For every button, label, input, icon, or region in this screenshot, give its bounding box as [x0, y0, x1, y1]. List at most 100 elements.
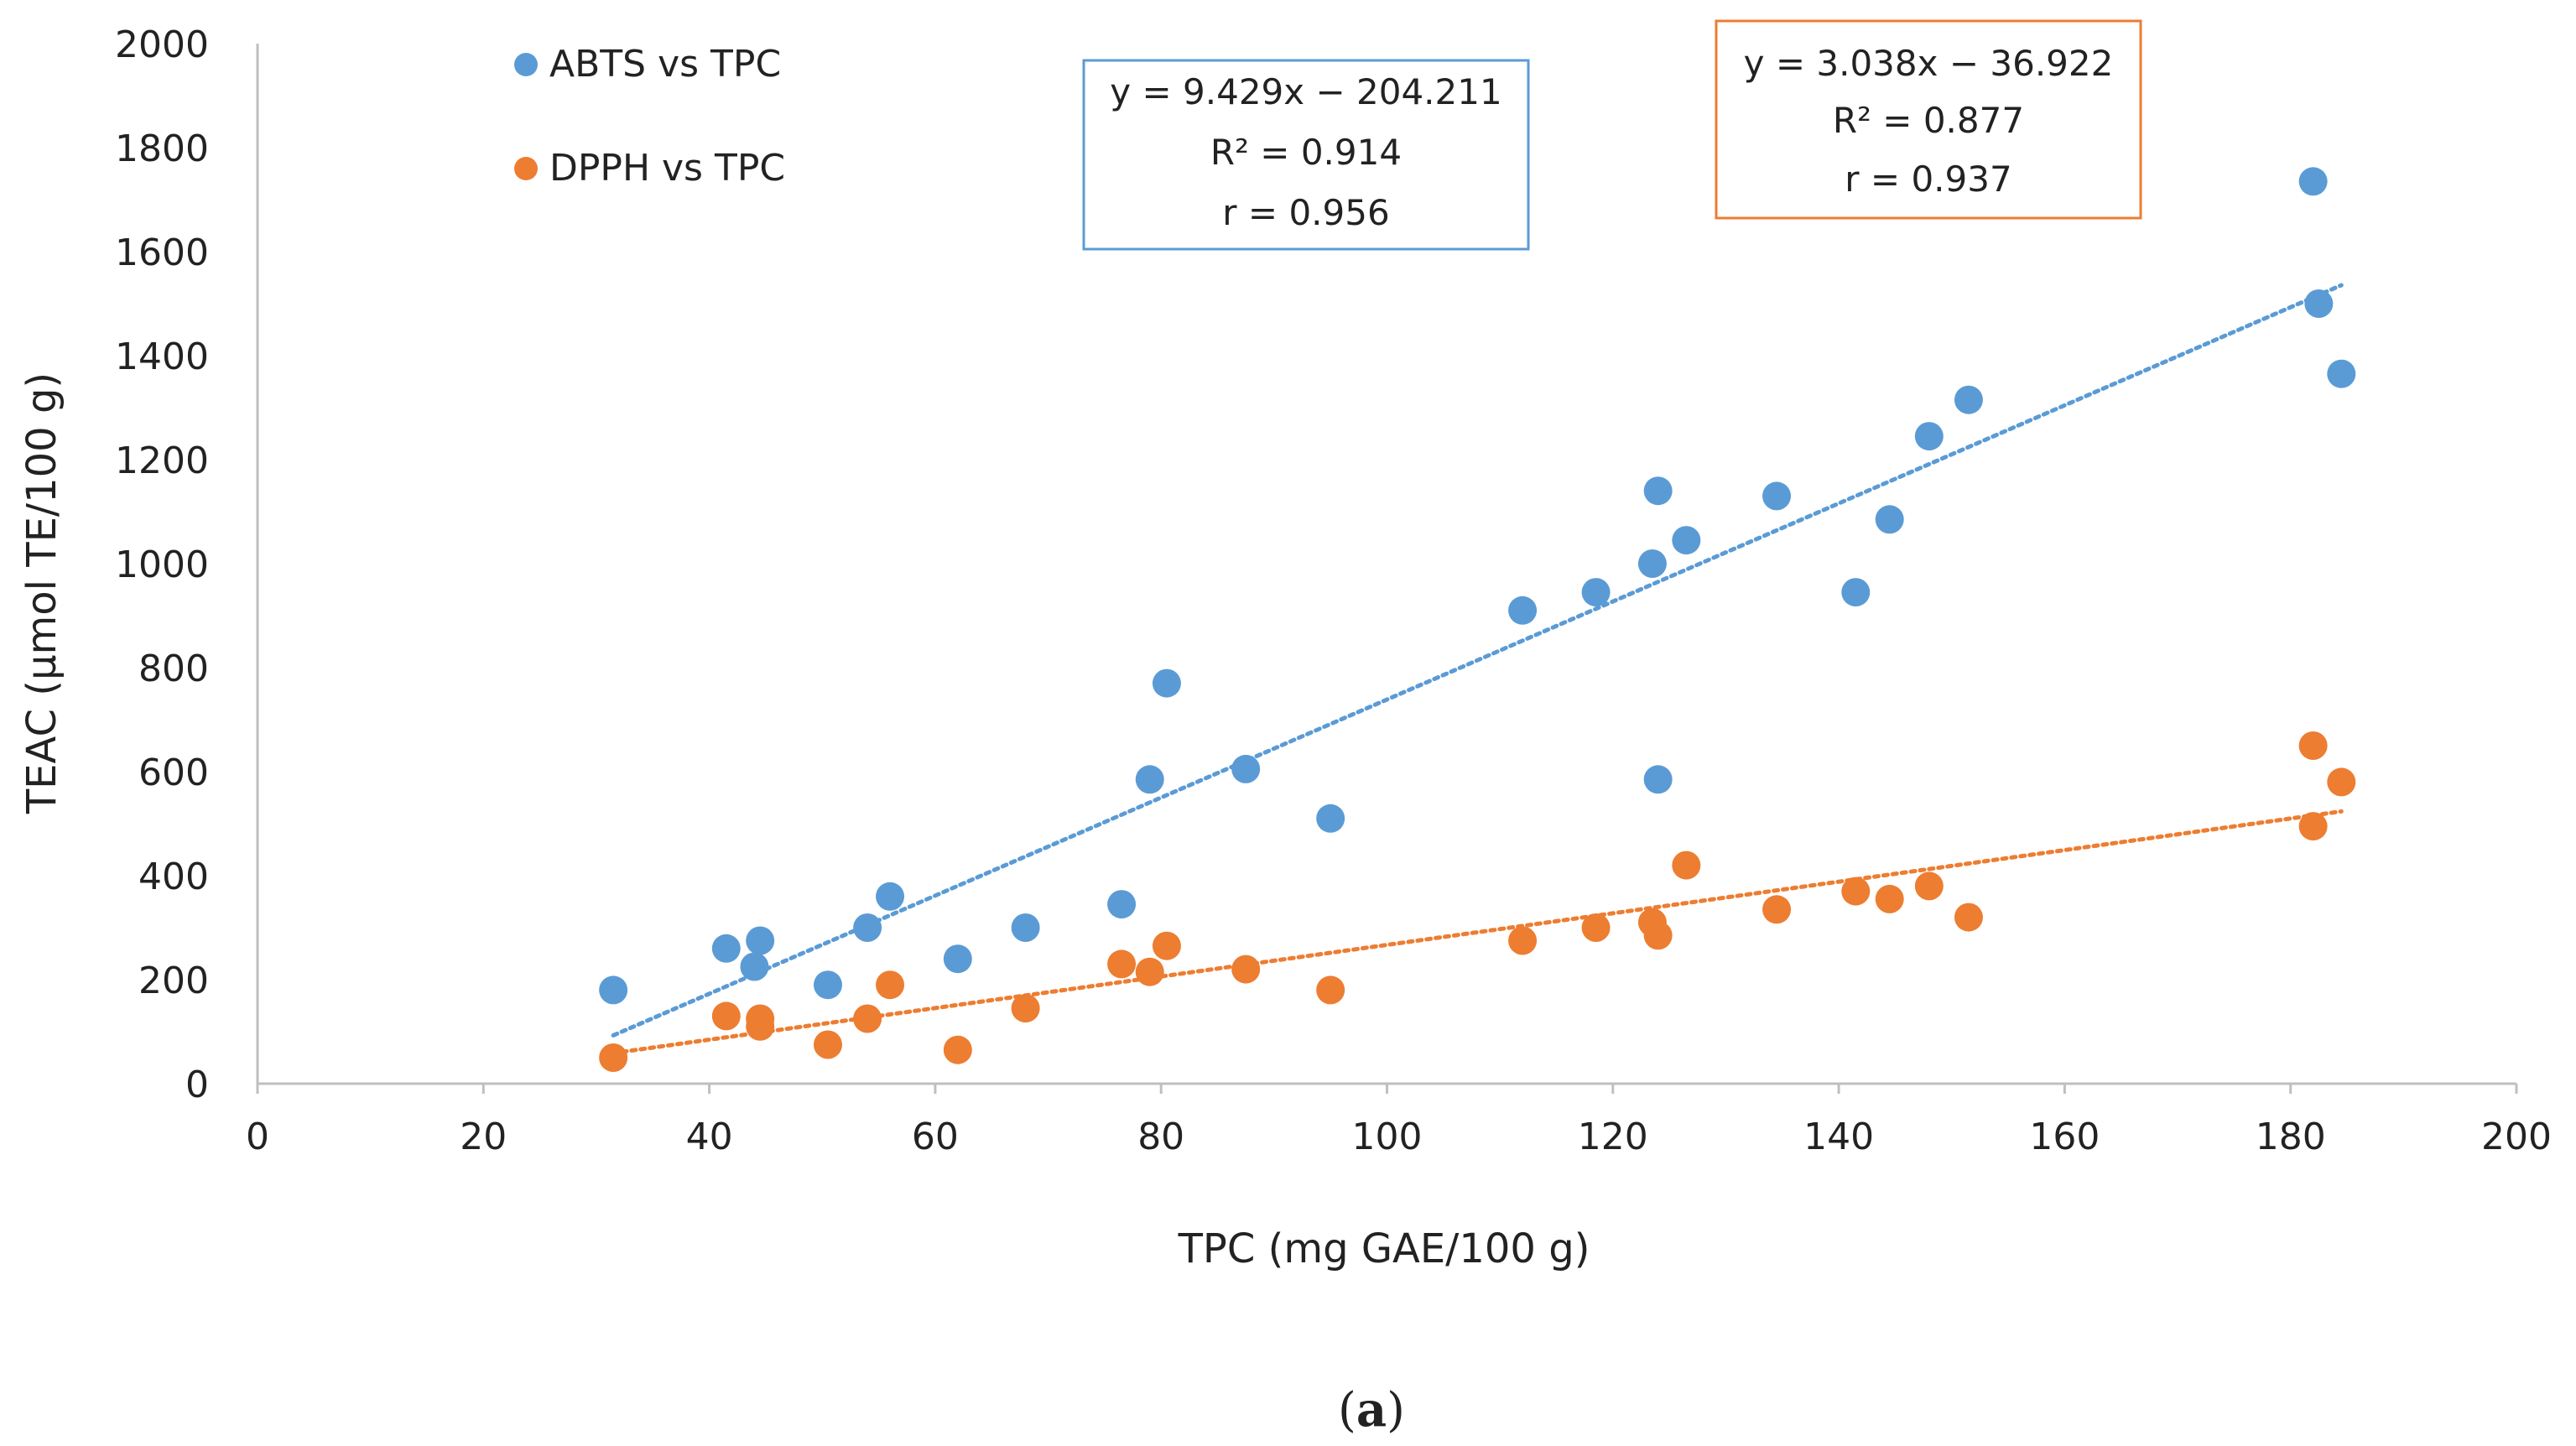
- dpph-data-point: [2298, 731, 2328, 760]
- abts-data-point: [1637, 549, 1667, 578]
- abts-data-point: [740, 952, 769, 981]
- abts-data-point: [1672, 526, 1701, 555]
- dpph-equation-box: y = 3.038x − 36.922 R² = 0.877 r = 0.937: [1715, 19, 2142, 220]
- abts-r-squared: R² = 0.914: [1210, 132, 1402, 173]
- x-tick-label: 180: [2256, 1116, 2326, 1158]
- abts-data-point: [746, 926, 775, 955]
- y-tick-label: 1000: [115, 544, 209, 586]
- x-tick-label: 160: [2029, 1116, 2100, 1158]
- ticks-layer: 0 20 40 60 80 100 120 140 160 180 2000 200 400 600 800…: [115, 23, 2552, 1158]
- dpph-data-point: [746, 1004, 775, 1033]
- dpph-data-point: [1841, 876, 1871, 906]
- abts-data-point: [599, 975, 628, 1005]
- x-tick-label: 60: [912, 1116, 959, 1158]
- abts-data-point: [1762, 481, 1792, 511]
- dpph-equation: y = 3.038x − 36.922: [1744, 43, 2114, 84]
- dpph-data-point: [1011, 994, 1040, 1023]
- y-tick-label: 800: [138, 648, 209, 690]
- legend: ABTS vs TPC DPPH vs TPC: [514, 43, 785, 190]
- figure-caption: (a): [1338, 1382, 1405, 1438]
- points-layer: [599, 167, 2356, 1072]
- legend-label-abts: ABTS vs TPC: [549, 43, 781, 86]
- caption-letter: a: [1356, 1382, 1387, 1438]
- abts-data-point: [1643, 476, 1673, 506]
- x-tick-label: 120: [1578, 1116, 1648, 1158]
- x-tick-label: 0: [246, 1116, 269, 1158]
- y-tick-label: 2000: [115, 23, 209, 66]
- abts-data-point: [1135, 765, 1164, 794]
- dpph-data-point: [1135, 957, 1164, 986]
- dpph-data-point: [599, 1043, 628, 1072]
- dpph-data-point: [1581, 913, 1611, 942]
- y-tick-label: 200: [138, 960, 209, 1002]
- dpph-data-point: [1762, 895, 1792, 924]
- dpph-data-point: [1508, 926, 1538, 955]
- abts-data-point: [1508, 596, 1538, 625]
- abts-data-point: [853, 913, 882, 942]
- dpph-data-point: [1875, 884, 1904, 913]
- y-tick-label: 400: [138, 856, 209, 898]
- abts-data-point: [2304, 289, 2334, 318]
- dpph-data-point: [1107, 949, 1137, 979]
- dpph-data-point: [813, 1030, 842, 1059]
- abts-data-point: [1107, 890, 1137, 919]
- y-axis-title: TEAC (μmol TE/100 g): [18, 372, 65, 814]
- dpph-data-point: [1914, 871, 1944, 901]
- abts-data-point: [1152, 668, 1181, 698]
- dpph-data-point: [1231, 954, 1261, 984]
- x-tick-label: 80: [1137, 1116, 1184, 1158]
- abts-data-point: [2327, 359, 2356, 388]
- x-tick-label: 100: [1352, 1116, 1423, 1158]
- abts-data-point: [1954, 385, 1983, 414]
- dpph-data-point: [2327, 767, 2356, 797]
- abts-data-point: [943, 944, 972, 974]
- caption-close-paren: ): [1387, 1383, 1405, 1438]
- abts-data-point: [1914, 422, 1944, 451]
- abts-data-point: [711, 934, 741, 963]
- abts-equation-box: y = 9.429x − 204.211 R² = 0.914 r = 0.95…: [1082, 59, 1530, 251]
- dpph-data-point: [876, 970, 905, 1000]
- y-tick-label: 1600: [115, 231, 209, 274]
- trendline-layer: [611, 283, 2344, 1056]
- legend-marker-dpph: [514, 157, 538, 180]
- abts-r: r = 0.956: [1222, 192, 1389, 233]
- dpph-data-point: [2298, 812, 2328, 841]
- x-axis-title: TPC (mg GAE/100 g): [1178, 1225, 1590, 1272]
- abts-data-point: [1011, 913, 1040, 942]
- abts-data-point: [1231, 754, 1261, 783]
- dpph-data-point: [1954, 902, 1983, 932]
- legend-label-dpph: DPPH vs TPC: [549, 147, 785, 190]
- y-tick-label: 600: [138, 752, 209, 794]
- dpph-equation-frame: [1715, 19, 2142, 220]
- x-tick-label: 140: [1803, 1116, 1874, 1158]
- abts-data-point: [1581, 578, 1611, 607]
- dpph-data-point: [853, 1004, 882, 1033]
- y-tick-label: 1400: [115, 335, 209, 378]
- dpph-trendline: [611, 809, 2344, 1056]
- caption-open-paren: (: [1338, 1383, 1356, 1438]
- dpph-r-squared: R² = 0.877: [1833, 100, 2024, 141]
- abts-data-point: [1841, 578, 1871, 607]
- abts-data-point: [1316, 804, 1345, 833]
- abts-equation-frame: [1082, 59, 1530, 251]
- dpph-data-point: [1643, 921, 1673, 950]
- dpph-data-point: [1672, 850, 1701, 880]
- x-tick-label: 40: [686, 1116, 733, 1158]
- x-tick-label: 200: [2481, 1116, 2552, 1158]
- dpph-data-point: [1152, 931, 1181, 960]
- abts-trendline: [611, 283, 2344, 1038]
- x-tick-label: 20: [460, 1116, 507, 1158]
- abts-data-point: [1643, 765, 1673, 794]
- dpph-data-point: [943, 1035, 972, 1064]
- dpph-data-point: [711, 1001, 741, 1031]
- abts-data-point: [2298, 167, 2328, 196]
- legend-marker-abts: [514, 53, 538, 76]
- dpph-data-point: [1316, 975, 1345, 1005]
- abts-data-point: [1875, 505, 1904, 534]
- dpph-r: r = 0.937: [1845, 159, 2011, 200]
- y-tick-label: 1200: [115, 440, 209, 482]
- abts-equation: y = 9.429x − 204.211: [1110, 71, 1501, 112]
- y-tick-label: 1800: [115, 127, 209, 170]
